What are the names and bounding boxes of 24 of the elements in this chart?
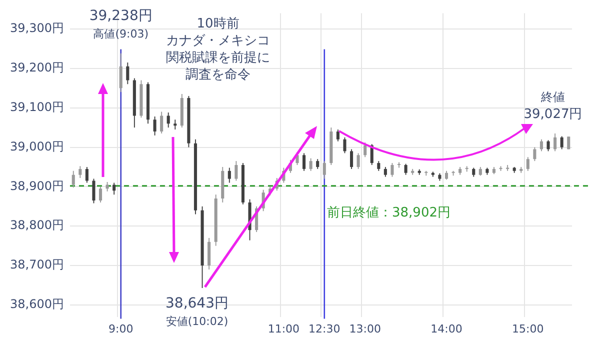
- annotation: 39,027円: [524, 106, 582, 122]
- y-tick-label: 38,700円: [10, 258, 64, 272]
- x-tick-label: 14:00: [430, 322, 462, 336]
- x-tick-label: 9:00: [108, 322, 134, 336]
- y-tick-label: 39,200円: [10, 60, 64, 75]
- y-tick-label: 38,900円: [10, 178, 64, 193]
- annotation: 終値: [540, 90, 565, 104]
- y-tick-label: 38,800円: [10, 218, 64, 232]
- x-tick-label: 12:30: [308, 322, 340, 336]
- annotation: 38,643円: [166, 296, 228, 312]
- annotation: 39,238円: [89, 8, 152, 24]
- annotation: 高値(9:03): [93, 27, 149, 40]
- ref-line-label: 前日終値：38,902円: [327, 205, 450, 220]
- y-tick-label: 38,600円: [10, 297, 64, 312]
- annotation: 安値(10:02): [166, 314, 228, 328]
- x-tick-label: 13:00: [349, 322, 381, 336]
- annotation: カナダ・メキシコ関税賦課を前提に調査を命令: [166, 33, 270, 82]
- annotation: 10時前: [196, 16, 240, 32]
- y-tick-label: 39,100円: [10, 100, 64, 114]
- y-tick-label: 39,300円: [10, 21, 64, 36]
- y-tick-label: 39,000円: [10, 139, 64, 154]
- candlestick: [567, 136, 570, 150]
- x-tick-label: 11:00: [268, 322, 300, 336]
- x-tick-label: 15:00: [512, 322, 544, 336]
